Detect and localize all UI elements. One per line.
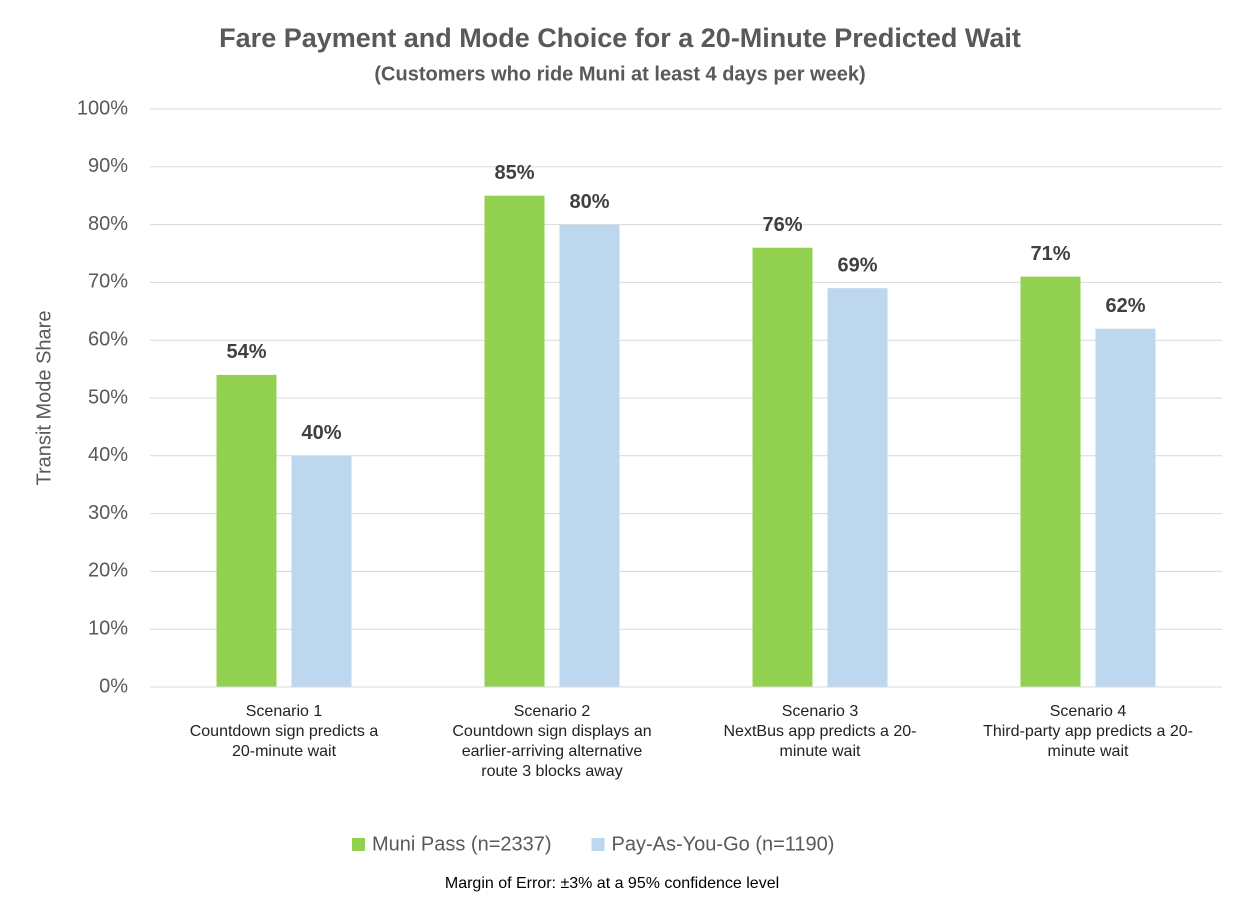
bar xyxy=(559,224,620,687)
bar xyxy=(752,247,813,687)
y-tick-label: 40% xyxy=(88,444,128,466)
y-axis-label: Transit Mode Share xyxy=(33,311,55,486)
x-tick-label: Scenario 1 Countdown sign predicts a 20-mi… xyxy=(190,703,379,760)
legend-label: Muni Pass (n=2337) xyxy=(372,833,552,855)
footnote: Margin of Error: ±3% at a 95% confidence… xyxy=(445,875,779,892)
y-tick-label: 10% xyxy=(88,617,128,639)
legend-swatch xyxy=(591,838,605,851)
x-tick-label: Scenario 4 Third-party app predicts a 20-… xyxy=(983,703,1193,760)
data-label: 85% xyxy=(494,162,534,184)
y-tick-label: 100% xyxy=(77,97,128,119)
data-label: 54% xyxy=(226,341,266,363)
y-tick-label: 80% xyxy=(88,213,128,235)
data-label: 80% xyxy=(569,191,609,213)
bar xyxy=(216,374,277,687)
data-label: 69% xyxy=(837,254,877,276)
legend-swatch xyxy=(352,838,365,851)
y-tick-label: 60% xyxy=(88,328,128,350)
chart-title: Fare Payment and Mode Choice for a 20-Mi… xyxy=(219,23,1021,53)
x-tick-label: Scenario 2 Countdown sign displays an earl… xyxy=(452,703,651,780)
bar xyxy=(291,455,352,687)
y-tick-label: 50% xyxy=(88,386,128,408)
y-tick-label: 70% xyxy=(88,271,128,293)
bar xyxy=(1020,276,1081,687)
bar xyxy=(1095,328,1156,687)
y-tick-label: 90% xyxy=(88,155,128,177)
chart-subtitle: (Customers who ride Muni at least 4 days… xyxy=(374,63,865,85)
data-label: 71% xyxy=(1030,243,1070,265)
data-label: 40% xyxy=(301,422,341,444)
x-tick-label: Scenario 3 NextBus app predicts a 20-minu… xyxy=(724,703,917,760)
bar xyxy=(827,288,888,687)
y-tick-label: 30% xyxy=(88,502,128,524)
y-tick-label: 20% xyxy=(88,560,128,582)
data-label: 62% xyxy=(1105,295,1145,317)
data-label: 76% xyxy=(762,214,802,236)
y-tick-label: 0% xyxy=(99,675,128,697)
bar xyxy=(484,195,545,687)
legend-label: Pay-As-You-Go (n=1190) xyxy=(612,833,835,855)
